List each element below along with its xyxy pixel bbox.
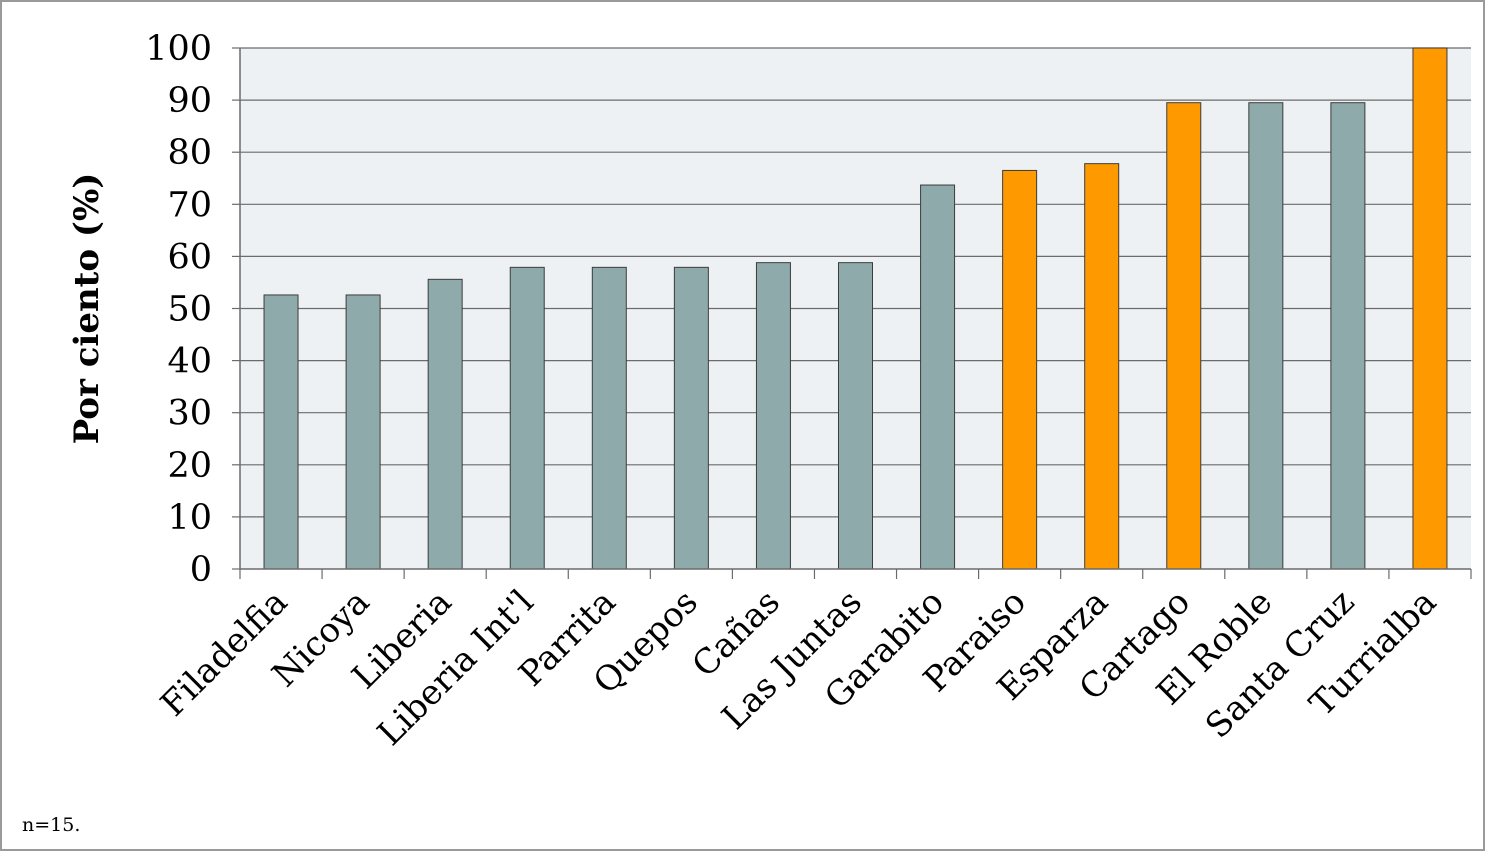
y-tick-label: 40 (167, 342, 212, 382)
bar (673, 266, 709, 570)
y-tick-label: 50 (167, 290, 212, 330)
bar (1248, 102, 1284, 570)
y-axis-label: Por ciento (%) (67, 173, 107, 445)
footnote: n=15. (22, 814, 81, 836)
bar (263, 294, 299, 570)
bar (755, 262, 791, 570)
bar (1002, 169, 1038, 570)
x-tick-label: Filadelfia (153, 582, 295, 724)
bar (920, 184, 956, 570)
axes (239, 48, 1472, 579)
bar (838, 262, 873, 570)
y-tick-label: 0 (190, 550, 212, 590)
bar (427, 278, 463, 570)
bar (345, 294, 381, 570)
y-tick-label: 10 (167, 498, 212, 538)
y-tick-label: 90 (167, 81, 212, 121)
y-tick-label: 30 (167, 394, 212, 434)
bar (1330, 102, 1366, 570)
y-tick-label: 70 (167, 185, 212, 225)
bars (263, 47, 1448, 570)
y-tick-label: 80 (167, 133, 212, 173)
y-tick-labels: 0 10 20 30 40 50 60 70 80 90 100 (145, 29, 212, 590)
bar (1166, 102, 1202, 570)
bar (591, 266, 627, 570)
bar (1412, 47, 1448, 570)
y-tick-label: 60 (167, 237, 212, 277)
y-tick-label: 100 (145, 29, 212, 69)
y-tick-label: 20 (167, 446, 212, 486)
bar (1084, 163, 1120, 570)
bar (509, 266, 545, 570)
